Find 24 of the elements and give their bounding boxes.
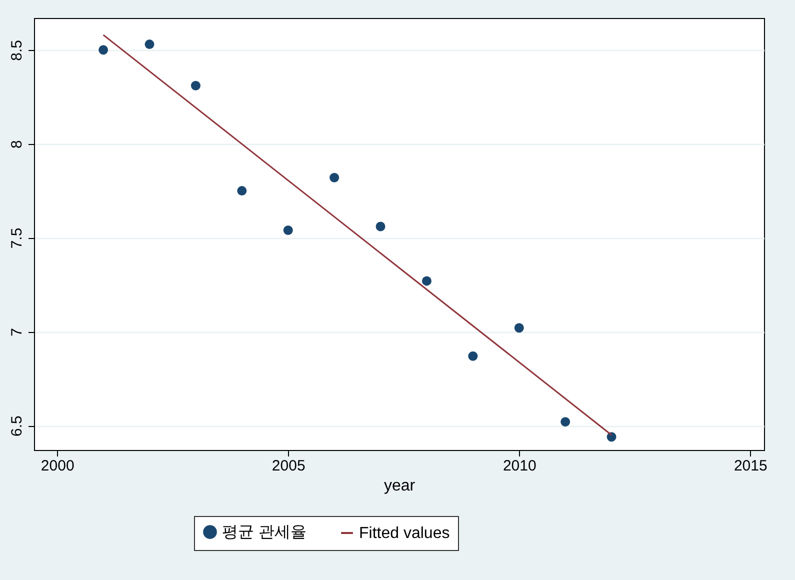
point — [468, 351, 478, 361]
point — [606, 432, 616, 442]
point — [190, 80, 200, 90]
y-tick-label: 6.5 — [8, 416, 26, 437]
point — [283, 226, 293, 235]
y-tick-label: 8 — [8, 140, 26, 149]
x-tick-label: 2005 — [272, 458, 306, 474]
point — [237, 186, 247, 196]
y-tick-label: 7 — [8, 328, 26, 336]
x-tick-label: 2000 — [40, 458, 74, 474]
point — [330, 172, 340, 182]
point — [422, 276, 432, 286]
legend-label: Fitted values — [359, 525, 450, 542]
point — [144, 40, 154, 50]
x-axis-title: year — [384, 478, 416, 494]
y-tick-label: 8.5 — [8, 40, 26, 61]
point — [376, 222, 386, 232]
legend-label: 평균 관세율 — [222, 524, 306, 542]
y-tick-label: 7.5 — [8, 228, 26, 249]
point — [560, 417, 570, 427]
point — [98, 45, 108, 55]
point — [514, 323, 524, 333]
x-tick-label: 2010 — [502, 458, 536, 474]
x-tick-label: 2015 — [734, 458, 768, 474]
